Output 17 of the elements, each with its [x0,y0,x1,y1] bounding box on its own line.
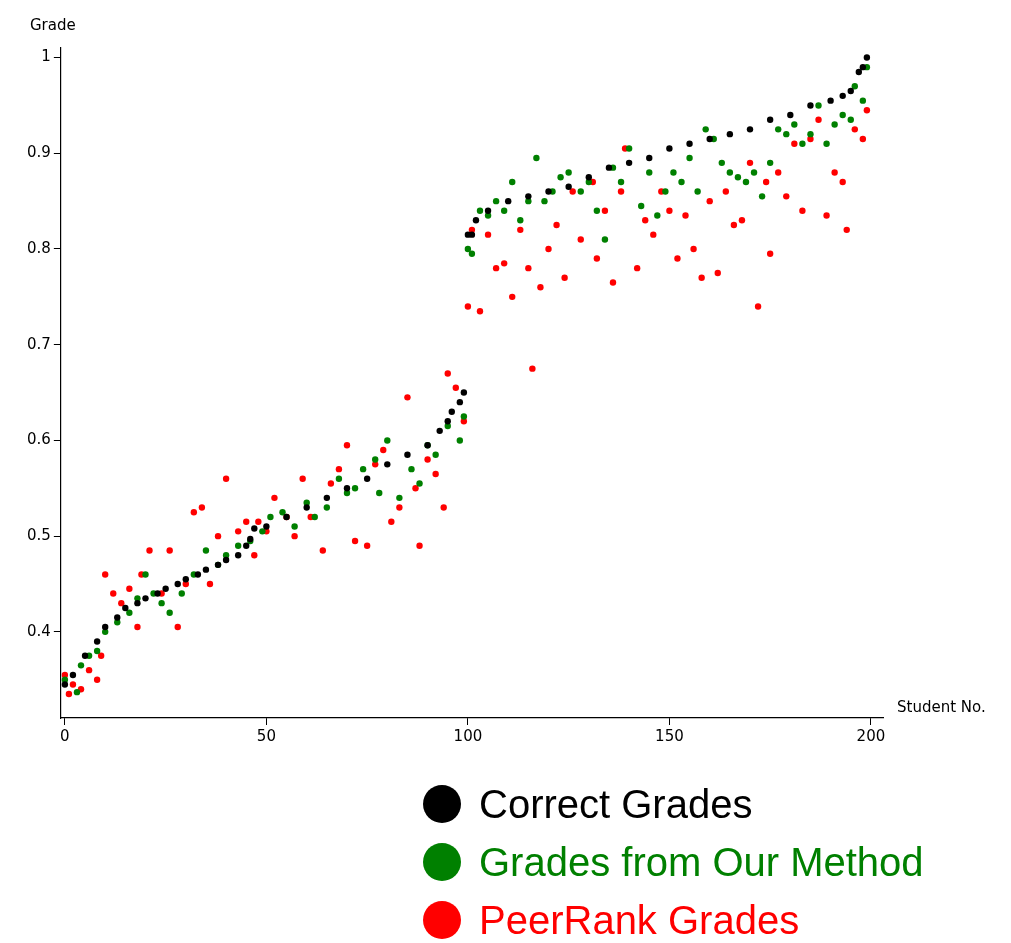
legend-label: Correct Grades [479,781,753,828]
x-tick-label: 100 [453,726,483,745]
legend-label: Grades from Our Method [479,839,924,886]
y-tick-label: 0.7 [27,334,51,353]
x-axis-title: Student No. [897,698,986,717]
y-tick-label: 1 [41,47,51,66]
x-tick-label: 0 [60,726,70,745]
y-tick-label: 0.4 [27,621,51,640]
y-tick-label: 0.5 [27,526,51,545]
x-tick-label: 50 [256,726,276,745]
legend-label: PeerRank Grades [479,897,800,943]
x-tick-label: 200 [856,726,886,745]
y-tick-label: 0.8 [27,238,51,257]
y-axis-title: Grade [29,16,76,35]
y-tick-label: 0.9 [27,143,51,162]
x-tick-label: 150 [655,726,684,745]
y-tick-label: 0.6 [27,430,51,449]
